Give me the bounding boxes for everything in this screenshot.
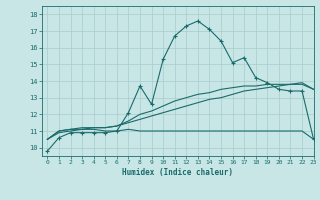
X-axis label: Humidex (Indice chaleur): Humidex (Indice chaleur) xyxy=(122,168,233,177)
